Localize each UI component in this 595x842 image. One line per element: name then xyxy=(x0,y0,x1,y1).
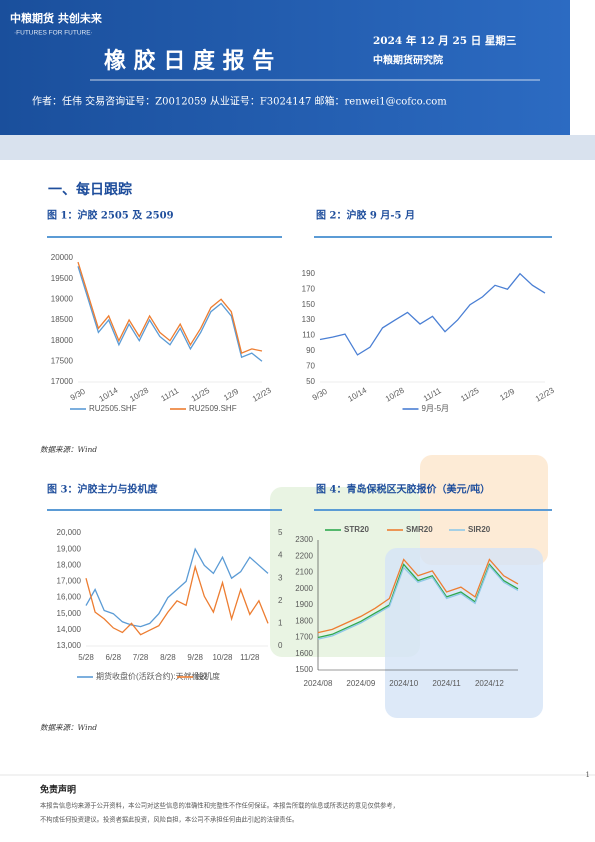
y-tick-label: 2000 xyxy=(295,584,313,593)
y-tick-label: 150 xyxy=(302,300,316,309)
decor xyxy=(385,548,543,718)
y-tick-label: 18,000 xyxy=(57,560,82,569)
y2-tick-label: 5 xyxy=(278,528,283,537)
y-tick-label: 18500 xyxy=(51,315,74,324)
y-tick-label: 14,000 xyxy=(57,625,82,634)
report-title: 橡 胶 日 度 报 告 xyxy=(104,48,274,74)
x-tick-label: 11/28 xyxy=(240,653,260,662)
series-line xyxy=(77,266,263,362)
author-line: 作者：任伟 交易咨询证号：Z0012059 从业证号：F3024147 邮箱：r… xyxy=(32,95,447,108)
y-tick-label: 70 xyxy=(306,362,315,371)
x-tick-label: 9/28 xyxy=(187,653,203,662)
y2-tick-label: 3 xyxy=(278,573,283,582)
slogan: ·FUTURES FOR FUTURE· xyxy=(14,30,93,37)
y2-tick-label: 0 xyxy=(278,641,283,650)
series-line xyxy=(319,272,546,356)
y-tick-label: 19500 xyxy=(51,274,74,283)
y2-tick-label: 1 xyxy=(278,619,283,628)
legend-label: 投机度 xyxy=(196,671,220,681)
section-title: 一、每日跟踪 xyxy=(48,181,132,198)
page-number: 1 xyxy=(586,771,590,779)
y-tick-label: 1600 xyxy=(295,649,313,658)
y-tick-label: 13,000 xyxy=(57,641,82,650)
x-tick-label: 2024/11 xyxy=(432,679,461,688)
series-line xyxy=(317,558,519,634)
caption: 图 2：沪胶 9 月-5 月 xyxy=(316,209,415,222)
caption: 图 4：青岛保税区天胶报价（美元/吨） xyxy=(316,483,490,496)
x-tick-label: 5/28 xyxy=(78,653,94,662)
x-tick-label: 2024/10 xyxy=(389,679,418,688)
y-tick-label: 19000 xyxy=(51,294,74,303)
legend-label: SMR20 xyxy=(406,525,433,534)
x-tick-label: 2024/08 xyxy=(304,679,333,688)
x-tick-label: 8/28 xyxy=(160,653,176,662)
y-tick-label: 50 xyxy=(306,377,315,386)
y-tick-label: 17000 xyxy=(51,377,74,386)
y-tick-label: 190 xyxy=(302,269,316,278)
y-tick-label: 170 xyxy=(302,284,316,293)
date: 2024 年 12 月 25 日 星期三 xyxy=(373,34,517,47)
y-tick-label: 1700 xyxy=(295,633,313,642)
disclaimer-text: 不构成任何投资建议。投资者据此投资，风险自担，本公司不承担任何由此引起的法律责任… xyxy=(40,815,298,824)
legend-label: 9月-5月 xyxy=(422,404,450,413)
y-tick-label: 130 xyxy=(302,315,316,324)
y-tick-label: 20000 xyxy=(51,253,74,262)
y-tick-label: 90 xyxy=(306,346,315,355)
series-line xyxy=(85,547,269,628)
y-tick-label: 15,000 xyxy=(57,609,82,618)
institute: 中粮期货研究院 xyxy=(373,54,443,67)
y-tick-label: 2100 xyxy=(295,568,313,577)
y-tick-label: 19,000 xyxy=(57,544,82,553)
series-line xyxy=(85,564,269,636)
y-tick-label: 1900 xyxy=(295,600,313,609)
header-band xyxy=(0,0,570,140)
series-line xyxy=(317,564,519,640)
source: 数据来源：Wind xyxy=(40,723,97,732)
legend-label: RU2505.SHF xyxy=(89,404,137,413)
legend-label: STR20 xyxy=(344,525,369,534)
source: 数据来源：Wind xyxy=(40,445,97,454)
y-tick-label: 2200 xyxy=(295,551,313,560)
y-tick-label: 20,000 xyxy=(57,528,82,537)
caption: 图 3：沪胶主力与投机度 xyxy=(47,483,158,496)
logo: 中粮期货 共创未来 xyxy=(10,11,103,25)
disclaimer-title: 免责声明 xyxy=(40,784,76,796)
x-tick-label: 2024/12 xyxy=(475,679,504,688)
caption: 图 1：沪胶 2505 及 2509 xyxy=(47,209,174,222)
x-tick-label: 7/28 xyxy=(133,653,149,662)
legend-label: 期货收盘价(活跃合约):天然橡胶 xyxy=(96,671,208,681)
x-tick-label: 2024/09 xyxy=(346,679,375,688)
x-tick-label: 6/28 xyxy=(106,653,122,662)
legend-label: SIR20 xyxy=(468,525,491,534)
y-tick-label: 110 xyxy=(302,331,315,340)
y-tick-label: 17,000 xyxy=(57,577,82,586)
y2-tick-label: 4 xyxy=(278,551,283,560)
decor xyxy=(270,487,420,657)
header-strip xyxy=(0,135,595,160)
y-tick-label: 16,000 xyxy=(57,593,82,602)
y-tick-label: 1800 xyxy=(295,616,313,625)
x-tick-label: 10/28 xyxy=(212,653,233,662)
y-tick-label: 18000 xyxy=(51,336,74,345)
disclaimer-text: 本报告信息均来源于公开资料，本公司对这些信息的准确性和完整性不作任何保证。本报告… xyxy=(40,801,399,810)
y2-tick-label: 2 xyxy=(278,596,283,605)
legend-label: RU2509.SHF xyxy=(189,404,237,413)
y-tick-label: 17500 xyxy=(51,356,74,365)
y-tick-label: 1500 xyxy=(295,665,313,674)
y-tick-label: 2300 xyxy=(295,535,313,544)
series-line xyxy=(77,261,263,354)
